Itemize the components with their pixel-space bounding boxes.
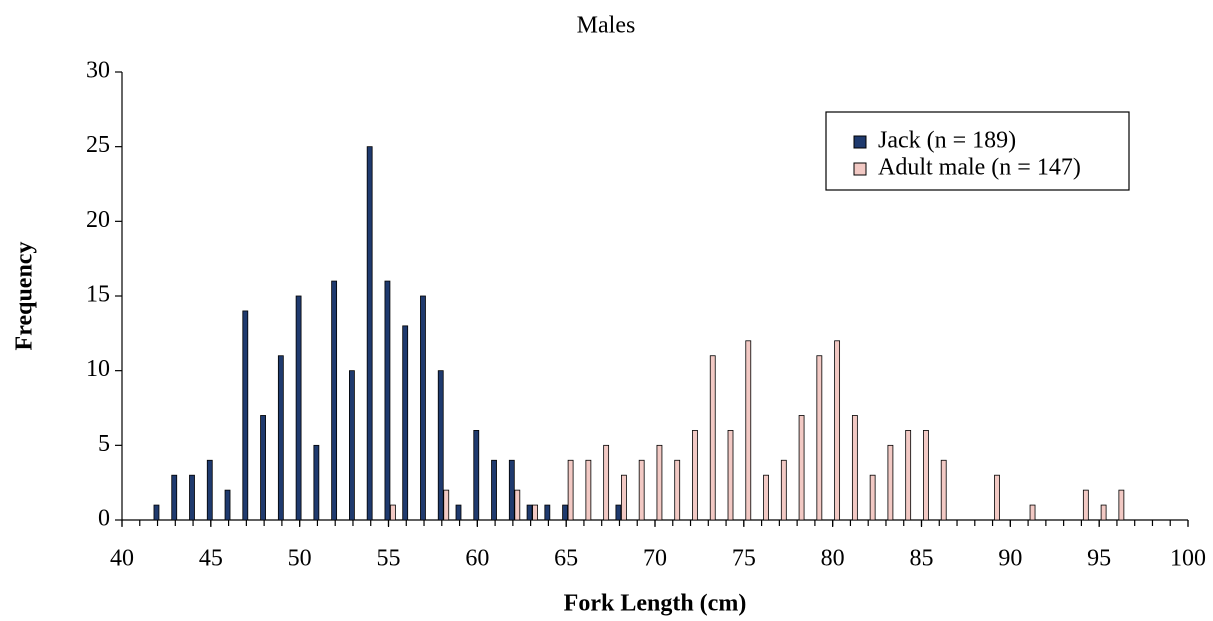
bar <box>887 444 894 521</box>
y-tick-label: 15 <box>86 282 110 308</box>
bar <box>153 504 160 521</box>
bar <box>603 444 610 521</box>
bar <box>869 474 876 521</box>
bar <box>491 459 497 521</box>
bar <box>295 295 302 521</box>
bar <box>621 474 627 521</box>
y-tick-label: 10 <box>86 356 110 382</box>
bar <box>526 504 533 521</box>
bar <box>727 429 734 521</box>
bar <box>514 489 521 521</box>
bar <box>402 325 409 521</box>
x-tick-label: 40 <box>110 546 134 572</box>
bar <box>834 340 841 521</box>
bar <box>905 429 912 521</box>
bar <box>638 459 645 521</box>
y-axis-label: Frequency <box>12 242 38 351</box>
bar <box>206 459 213 521</box>
bar <box>224 489 231 521</box>
bar <box>763 474 769 521</box>
bar <box>171 474 178 521</box>
bar <box>780 459 787 521</box>
bar <box>420 295 426 521</box>
bar <box>615 504 622 521</box>
x-tick-label: 45 <box>199 546 223 572</box>
bar <box>745 340 752 521</box>
chart-title: Males <box>577 13 636 39</box>
legend-swatch <box>853 135 867 149</box>
bar <box>443 489 450 521</box>
bar <box>567 459 574 521</box>
bar <box>585 459 592 521</box>
bar <box>384 280 391 521</box>
bar <box>816 355 823 521</box>
bar <box>674 459 681 521</box>
bar <box>1100 504 1107 521</box>
x-tick-label: 90 <box>998 546 1022 572</box>
bar <box>1118 489 1125 521</box>
legend-box <box>825 111 1130 191</box>
bar <box>313 444 320 521</box>
bar <box>349 370 355 521</box>
bar <box>994 474 1000 521</box>
bar <box>656 444 663 521</box>
x-tick-label: 75 <box>732 546 756 572</box>
x-tick-label: 65 <box>554 546 578 572</box>
bar <box>798 415 805 521</box>
bar <box>242 310 249 521</box>
bar <box>544 504 551 521</box>
legend-label: Adult male (n = 147) <box>878 155 1081 181</box>
legend-swatch <box>853 162 867 176</box>
bar <box>473 429 480 521</box>
y-tick-label: 5 <box>98 431 110 457</box>
x-tick-label: 60 <box>465 546 489 572</box>
bar <box>277 355 284 521</box>
bar <box>260 415 266 521</box>
bar <box>851 415 858 521</box>
x-tick-label: 50 <box>288 546 312 572</box>
x-axis-label: Fork Length (cm) <box>564 591 747 617</box>
y-tick-label: 0 <box>98 506 110 532</box>
bar <box>709 355 716 521</box>
bar <box>1029 504 1036 521</box>
bar <box>692 429 698 521</box>
y-tick-label: 25 <box>86 132 110 158</box>
bar <box>390 504 396 521</box>
x-tick-label: 85 <box>910 546 934 572</box>
bar <box>1082 489 1089 521</box>
x-tick-label: 100 <box>1170 546 1206 572</box>
y-tick-label: 30 <box>86 58 110 84</box>
bar <box>331 280 338 521</box>
x-tick-label: 95 <box>1087 546 1111 572</box>
bar <box>532 504 538 521</box>
bar <box>366 146 373 521</box>
bar <box>923 429 929 521</box>
bar <box>455 504 462 521</box>
x-tick-label: 70 <box>643 546 667 572</box>
x-tick-label: 80 <box>821 546 845 572</box>
bar <box>940 459 947 521</box>
legend-label: Jack (n = 189) <box>878 128 1016 154</box>
bar <box>437 370 444 521</box>
y-tick-label: 20 <box>86 207 110 233</box>
bar <box>189 474 195 521</box>
bar <box>562 504 569 521</box>
bar <box>508 459 515 521</box>
x-tick-label: 55 <box>377 546 401 572</box>
